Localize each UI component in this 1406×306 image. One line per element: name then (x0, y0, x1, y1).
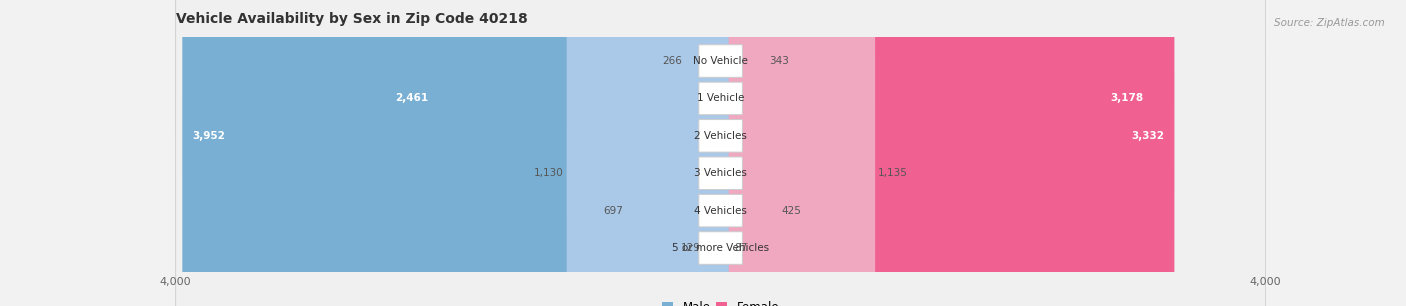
FancyBboxPatch shape (713, 0, 768, 306)
FancyBboxPatch shape (567, 0, 728, 306)
Text: 5 or more Vehicles: 5 or more Vehicles (672, 243, 769, 253)
FancyBboxPatch shape (713, 0, 1153, 306)
Text: 343: 343 (769, 56, 789, 66)
Text: Vehicle Availability by Sex in Zip Code 40218: Vehicle Availability by Sex in Zip Code … (176, 12, 527, 26)
Text: Source: ZipAtlas.com: Source: ZipAtlas.com (1274, 18, 1385, 28)
FancyBboxPatch shape (176, 0, 1265, 306)
FancyBboxPatch shape (699, 120, 742, 152)
FancyBboxPatch shape (385, 0, 728, 306)
Text: 697: 697 (603, 206, 623, 216)
FancyBboxPatch shape (176, 0, 1265, 306)
FancyBboxPatch shape (699, 157, 742, 189)
FancyBboxPatch shape (713, 0, 1174, 306)
Text: 1 Vehicle: 1 Vehicle (697, 93, 744, 103)
Text: 3 Vehicles: 3 Vehicles (695, 168, 747, 178)
FancyBboxPatch shape (713, 0, 875, 306)
Text: 425: 425 (782, 206, 801, 216)
FancyBboxPatch shape (699, 232, 742, 264)
FancyBboxPatch shape (183, 0, 728, 306)
FancyBboxPatch shape (176, 0, 1265, 306)
FancyBboxPatch shape (176, 0, 1265, 306)
Text: 2,461: 2,461 (395, 93, 429, 103)
FancyBboxPatch shape (176, 0, 1265, 306)
FancyBboxPatch shape (713, 0, 779, 306)
Text: 87: 87 (734, 243, 748, 253)
Text: 129: 129 (681, 243, 702, 253)
Text: 3,178: 3,178 (1111, 93, 1143, 103)
FancyBboxPatch shape (699, 82, 742, 115)
FancyBboxPatch shape (699, 45, 742, 77)
Text: No Vehicle: No Vehicle (693, 56, 748, 66)
FancyBboxPatch shape (699, 194, 742, 227)
Text: 4 Vehicles: 4 Vehicles (695, 206, 747, 216)
Legend: Male, Female: Male, Female (657, 296, 785, 306)
Text: 3,332: 3,332 (1132, 131, 1164, 141)
Text: 1,130: 1,130 (534, 168, 564, 178)
FancyBboxPatch shape (176, 0, 1265, 306)
FancyBboxPatch shape (703, 0, 728, 306)
Text: 2 Vehicles: 2 Vehicles (695, 131, 747, 141)
FancyBboxPatch shape (626, 0, 728, 306)
Text: 266: 266 (662, 56, 682, 66)
Text: 1,135: 1,135 (877, 168, 908, 178)
Text: 3,952: 3,952 (193, 131, 225, 141)
FancyBboxPatch shape (685, 0, 728, 306)
